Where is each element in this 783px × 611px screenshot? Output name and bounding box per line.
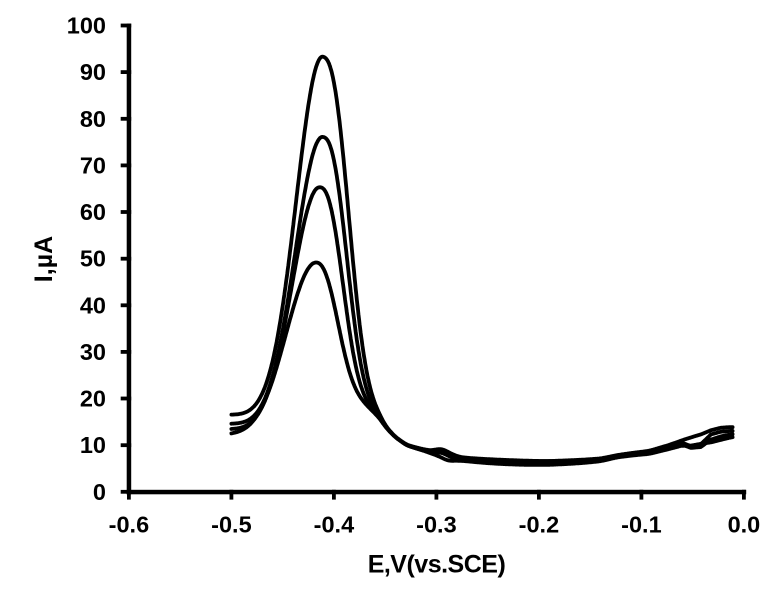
svg-text:-0.6: -0.6: [109, 512, 150, 538]
svg-text:0: 0: [93, 479, 106, 505]
svg-text:10: 10: [80, 432, 106, 458]
svg-text:50: 50: [80, 246, 106, 272]
svg-text:E,V(vs.SCE): E,V(vs.SCE): [368, 551, 506, 579]
svg-text:-0.3: -0.3: [416, 512, 457, 538]
svg-text:80: 80: [80, 106, 106, 132]
svg-text:40: 40: [80, 292, 106, 318]
svg-text:I,µA: I,µA: [30, 236, 58, 282]
svg-text:20: 20: [80, 386, 106, 412]
svg-text:90: 90: [80, 59, 106, 85]
svg-text:30: 30: [80, 339, 106, 365]
svg-text:-0.1: -0.1: [621, 512, 662, 538]
svg-text:100: 100: [67, 13, 106, 39]
svg-text:-0.5: -0.5: [211, 512, 252, 538]
svg-text:-0.2: -0.2: [519, 512, 560, 538]
svg-text:60: 60: [80, 199, 106, 225]
svg-text:-0.4: -0.4: [314, 512, 355, 538]
svg-text:70: 70: [80, 152, 106, 178]
svg-text:0.0: 0.0: [728, 512, 761, 538]
